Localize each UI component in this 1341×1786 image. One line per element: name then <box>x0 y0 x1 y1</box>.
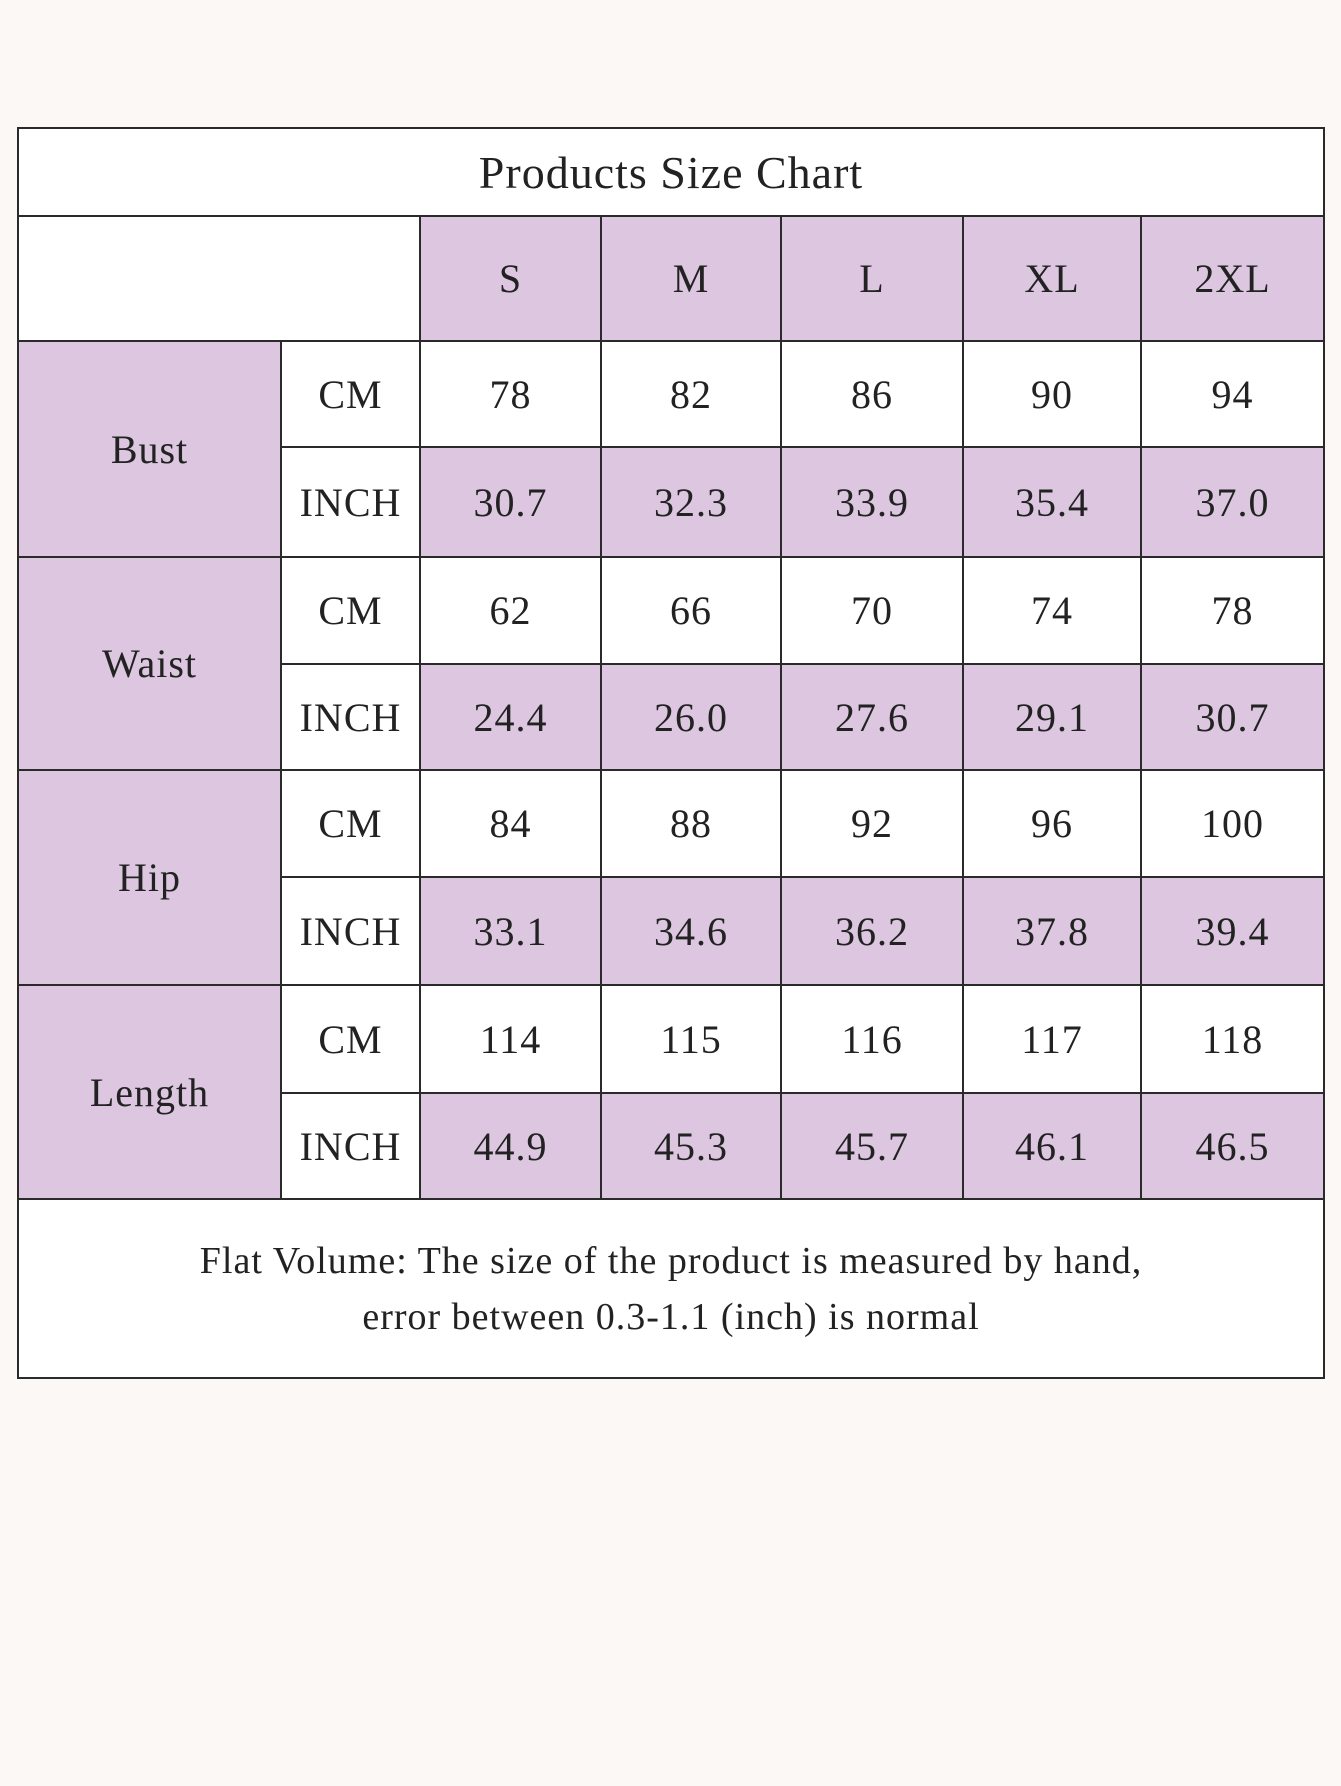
measure-name: Bust <box>17 340 282 558</box>
unit-label: INCH <box>280 876 421 986</box>
size-value: 37.0 <box>1140 446 1325 558</box>
note-line: Flat Volume: The size of the product is … <box>199 1239 1143 1282</box>
measure-name: Length <box>17 984 282 1200</box>
size-value: 88 <box>600 769 782 878</box>
size-value: 114 <box>419 984 602 1094</box>
header-blank <box>17 215 421 342</box>
size-value: 30.7 <box>419 446 602 558</box>
size-value: 78 <box>1140 556 1325 665</box>
size-value: 34.6 <box>600 876 782 986</box>
measure-name: Hip <box>17 769 282 986</box>
unit-label: INCH <box>280 663 421 771</box>
size-value: 78 <box>419 340 602 448</box>
size-value: 45.3 <box>600 1092 782 1200</box>
size-value: 27.6 <box>780 663 964 771</box>
size-header: S <box>419 215 602 342</box>
size-value: 118 <box>1140 984 1325 1094</box>
size-value: 46.1 <box>962 1092 1142 1200</box>
size-value: 35.4 <box>962 446 1142 558</box>
unit-label: INCH <box>280 446 421 558</box>
size-value: 117 <box>962 984 1142 1094</box>
size-value: 33.1 <box>419 876 602 986</box>
size-header: M <box>600 215 782 342</box>
size-value: 100 <box>1140 769 1325 878</box>
size-value: 24.4 <box>419 663 602 771</box>
unit-label: INCH <box>280 1092 421 1200</box>
footer-note: Flat Volume: The size of the product is … <box>17 1198 1325 1379</box>
table-title: Products Size Chart <box>17 127 1325 217</box>
size-value: 92 <box>780 769 964 878</box>
size-value: 74 <box>962 556 1142 665</box>
size-value: 96 <box>962 769 1142 878</box>
size-value: 62 <box>419 556 602 665</box>
size-value: 86 <box>780 340 964 448</box>
size-value: 30.7 <box>1140 663 1325 771</box>
size-value: 26.0 <box>600 663 782 771</box>
size-header: L <box>780 215 964 342</box>
size-header: XL <box>962 215 1142 342</box>
size-value: 115 <box>600 984 782 1094</box>
size-header: 2XL <box>1140 215 1325 342</box>
size-value: 45.7 <box>780 1092 964 1200</box>
note-line: error between 0.3-1.1 (inch) is normal <box>362 1295 980 1338</box>
unit-label: CM <box>280 340 421 448</box>
size-value: 39.4 <box>1140 876 1325 986</box>
size-value: 82 <box>600 340 782 448</box>
size-value: 36.2 <box>780 876 964 986</box>
size-value: 44.9 <box>419 1092 602 1200</box>
size-value: 33.9 <box>780 446 964 558</box>
unit-label: CM <box>280 984 421 1094</box>
size-value: 94 <box>1140 340 1325 448</box>
size-value: 29.1 <box>962 663 1142 771</box>
size-value: 37.8 <box>962 876 1142 986</box>
unit-label: CM <box>280 556 421 665</box>
size-value: 46.5 <box>1140 1092 1325 1200</box>
measure-name: Waist <box>17 556 282 771</box>
size-value: 70 <box>780 556 964 665</box>
size-value: 90 <box>962 340 1142 448</box>
unit-label: CM <box>280 769 421 878</box>
size-value: 32.3 <box>600 446 782 558</box>
size-value: 116 <box>780 984 964 1094</box>
size-value: 66 <box>600 556 782 665</box>
size-value: 84 <box>419 769 602 878</box>
